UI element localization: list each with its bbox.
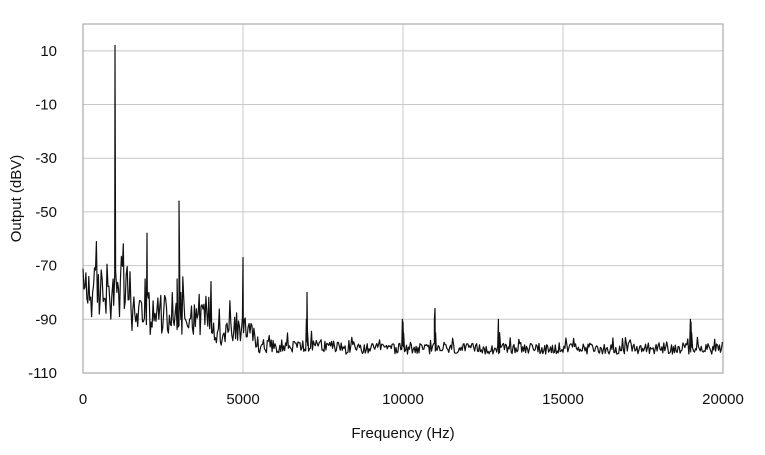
peak-layer	[114, 44, 692, 334]
peak-point-0	[114, 44, 116, 47]
y-tick-label: -110	[28, 365, 57, 382]
x-tick-label: 10000	[382, 391, 424, 408]
peak-point-6	[402, 321, 404, 323]
y-axis-title: Output (dBV)	[8, 155, 25, 243]
spectrum-line	[82, 44, 723, 355]
grid-layer	[83, 24, 724, 373]
y-tick-label: -70	[35, 258, 57, 275]
peak-point-3	[210, 281, 212, 283]
tick-layer: 0 5000 10000 15000 20000 10 -10 -30 -50 -70 -90 -11…	[28, 43, 744, 408]
peak-point-1	[146, 232, 148, 234]
x-axis-title: Frequency (Hz)	[351, 425, 454, 442]
peak-point-4	[242, 256, 244, 259]
y-tick-label: -50	[35, 204, 57, 221]
peak-point-7	[434, 307, 436, 310]
y-tick-label: 10	[40, 43, 57, 60]
y-tick-label: -30	[35, 150, 57, 167]
peak-point-8	[498, 332, 500, 334]
x-tick-label: 5000	[226, 391, 259, 408]
x-tick-label: 15000	[542, 391, 584, 408]
peak-point-5	[306, 291, 308, 294]
y-tick-label: -90	[35, 311, 57, 328]
peak-point-9	[690, 321, 692, 323]
series-layer	[82, 44, 723, 355]
y-tick-label: -10	[35, 97, 57, 114]
plot-frame	[82, 23, 724, 374]
x-tick-label: 0	[79, 391, 87, 408]
peak-point-2	[178, 200, 180, 202]
x-tick-label: 20000	[702, 391, 744, 408]
